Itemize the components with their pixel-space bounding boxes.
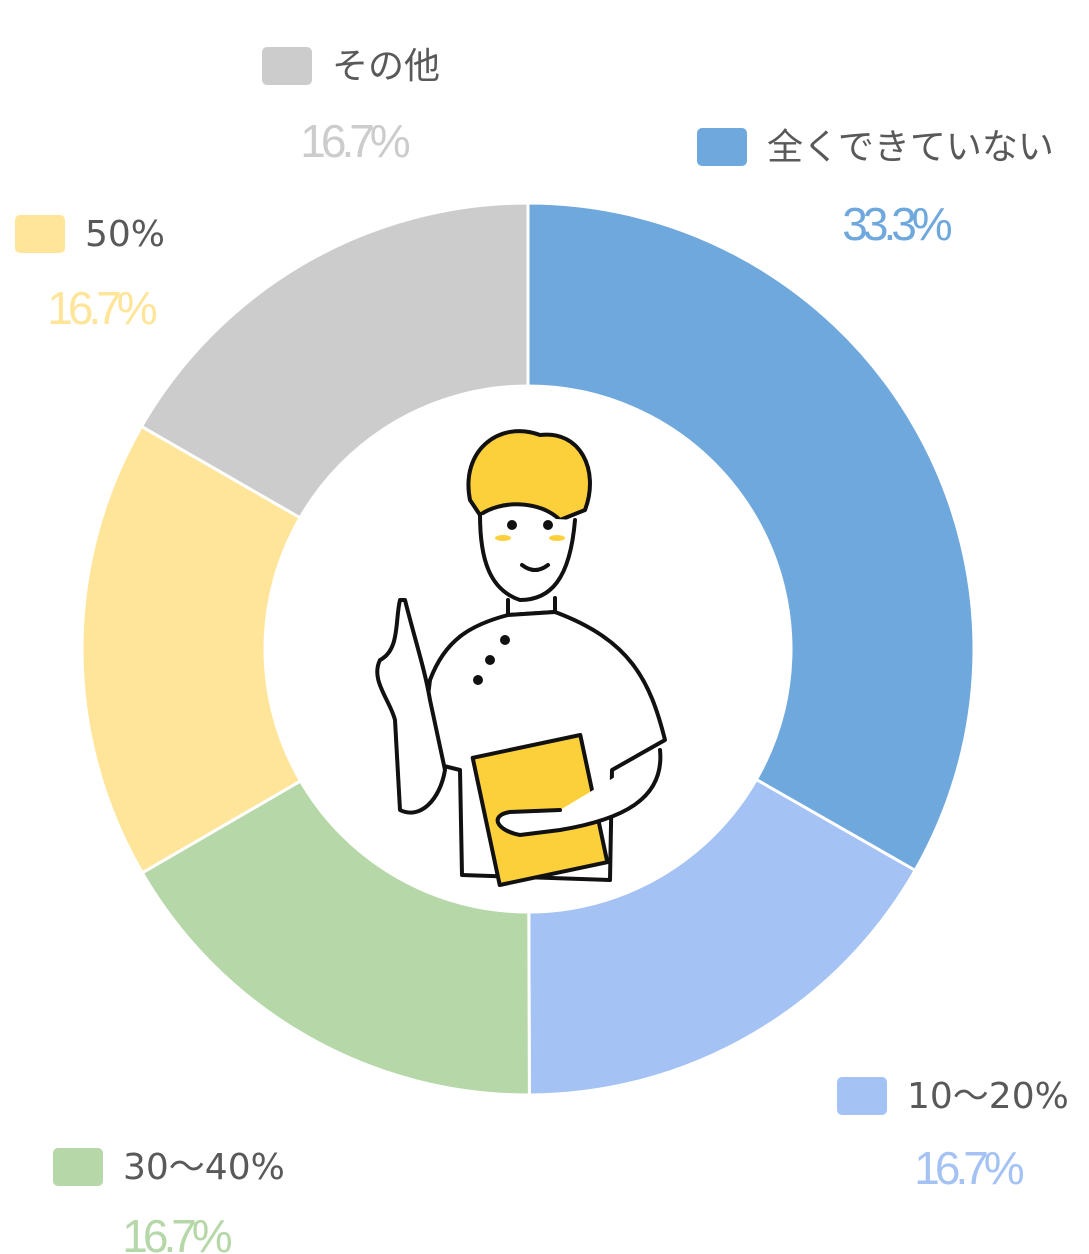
legend-label: その他: [332, 46, 440, 87]
illustration: [375, 429, 667, 888]
value-label: 16.7%: [914, 1142, 1024, 1194]
legend-label: 50%: [85, 214, 165, 255]
legend-swatch: [262, 47, 312, 85]
value-label: 16.7%: [122, 1210, 232, 1254]
slice: [526, 201, 976, 873]
value-label: 33.3%: [842, 198, 952, 250]
slice: [140, 778, 531, 1097]
value-label: 16.7%: [300, 115, 410, 167]
legend-label: 30〜40%: [123, 1147, 285, 1188]
legend-swatch: [53, 1148, 103, 1186]
legend-label: 10〜20%: [907, 1076, 1069, 1117]
slice: [139, 201, 530, 520]
legend-swatch: [15, 215, 65, 253]
value-label: 16.7%: [47, 282, 157, 334]
slice: [80, 424, 303, 875]
legend: 全くできていない 33.3% 10〜20% 16.7% 30〜40% 16.7% 50% 16…: [15, 46, 1069, 1254]
legend-swatch: [837, 1077, 887, 1115]
legend-swatch: [697, 128, 747, 166]
slice: [527, 777, 918, 1097]
donut: [80, 201, 976, 1097]
legend-label: 全くできていない: [767, 127, 1054, 168]
